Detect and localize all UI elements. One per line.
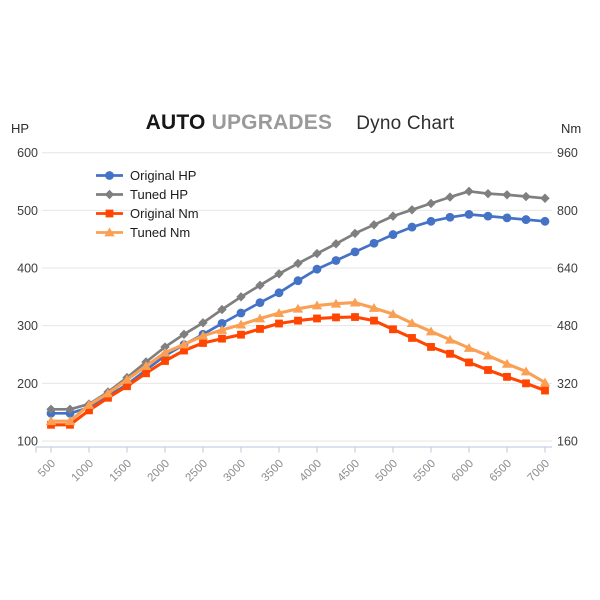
right-axis-tick-label: 960 [557, 146, 578, 160]
right-axis-tick-label: 800 [557, 204, 578, 218]
x-axis-tick-label: 3000 [222, 458, 249, 485]
x-axis-tick-label: 4500 [336, 458, 363, 485]
right-axis-tick-label: 320 [557, 377, 578, 391]
x-axis-tick-label: 7000 [526, 458, 553, 485]
left-axis-tick-label: 300 [17, 319, 38, 333]
chart-legend: Original HP Tuned HP Original Nm Tuned Nm [96, 166, 199, 242]
right-axis-tick-label: 640 [557, 262, 578, 276]
left-axis-tick-label: 200 [17, 377, 38, 391]
triangle-marker-icon [96, 227, 123, 237]
right-axis-tick-label: 480 [557, 319, 578, 333]
x-axis-tick-label: 6500 [488, 458, 515, 485]
legend-label: Tuned HP [130, 187, 189, 202]
legend-item-tuned-nm[interactable]: Tuned Nm [96, 223, 199, 242]
series-tuned-nm [45, 297, 551, 426]
right-axis-unit-label: Nm [561, 121, 582, 136]
legend-label: Original Nm [130, 206, 199, 221]
left-axis-tick-label: 100 [17, 435, 38, 449]
left-axis-tick-label: 400 [17, 262, 38, 276]
x-axis-tick-label: 1000 [70, 458, 97, 485]
left-axis-tick-label: 500 [17, 204, 38, 218]
legend-item-original-nm[interactable]: Original Nm [96, 204, 199, 223]
x-axis-tick-label: 5500 [412, 458, 439, 485]
square-marker-icon [96, 209, 123, 218]
x-axis-tick-label: 500 [36, 458, 58, 480]
left-axis-unit-label: HP [11, 121, 30, 136]
legend-label: Original HP [130, 168, 197, 183]
x-axis-tick-label: 4000 [298, 458, 325, 485]
right-axis-tick-label: 160 [557, 435, 578, 449]
x-axis-tick-label: 2000 [146, 458, 173, 485]
brand-name-bold: AUTO [145, 111, 206, 134]
circle-marker-icon [96, 171, 123, 180]
legend-item-tuned-hp[interactable]: Tuned HP [96, 185, 199, 204]
left-axis-tick-label: 600 [17, 146, 38, 160]
x-axis-tick-label: 5000 [374, 458, 401, 485]
page-title: AUTO UPGRADES Dyno Chart [0, 111, 600, 135]
chart-title-text: Dyno Chart [356, 113, 455, 134]
x-axis-tick-label: 3500 [260, 458, 287, 485]
brand-name-light: UPGRADES [211, 111, 333, 134]
legend-label: Tuned Nm [130, 225, 191, 240]
x-axis-tick-label: 2500 [184, 458, 211, 485]
x-axis-tick-label: 1500 [108, 458, 135, 485]
legend-item-original-hp[interactable]: Original HP [96, 166, 199, 185]
x-axis-tick-label: 6000 [450, 458, 477, 485]
series-original-nm [47, 313, 549, 429]
diamond-marker-icon [96, 189, 123, 200]
